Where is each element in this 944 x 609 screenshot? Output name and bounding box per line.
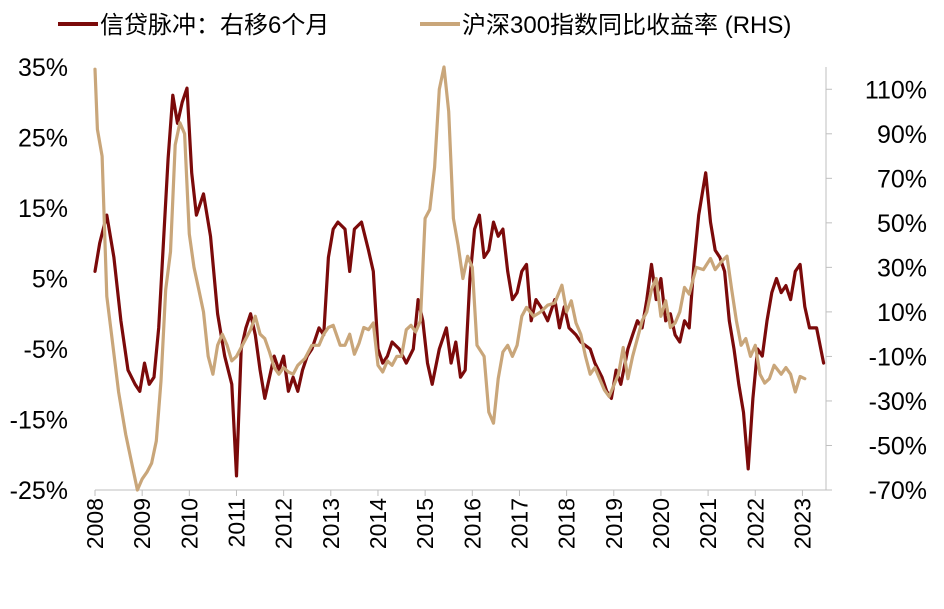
right-tick-label: 50% — [877, 210, 927, 238]
x-tick-label: 2021 — [695, 498, 721, 549]
x-tick-label: 2008 — [82, 498, 108, 549]
right-tick-label: -50% — [869, 432, 927, 460]
right-tick-label: 70% — [877, 165, 927, 193]
left-tick-label: -15% — [10, 407, 68, 435]
left-tick-label: 15% — [18, 195, 68, 223]
right-tick-label: 30% — [877, 254, 927, 282]
right-tick-label: -10% — [869, 343, 927, 371]
x-tick-label: 2014 — [365, 498, 391, 549]
right-tick-label: -70% — [869, 477, 927, 505]
legend-label-csi300-yoy: 沪深300指数同比收益率 (RHS) — [462, 12, 791, 39]
right-tick-label: 10% — [877, 299, 927, 327]
x-tick-label: 2013 — [318, 498, 344, 549]
left-tick-label: 5% — [32, 266, 68, 294]
x-axis-ticks: 2008 2009 2010 2011 2012 2013 2014 2015 2016 2017… — [82, 490, 815, 549]
x-tick-label: 2020 — [648, 498, 674, 549]
right-tick-label: 110% — [865, 76, 927, 104]
x-tick-label: 2009 — [129, 498, 155, 549]
legend-label-credit-impulse: 信贷脉冲：右移6个月 — [100, 12, 329, 39]
right-tick-label: -30% — [869, 388, 927, 416]
x-tick-label: 2012 — [271, 498, 297, 549]
x-tick-label: 2022 — [742, 498, 768, 549]
right-axis-ticks: 110% 90% 70% 50% 30% 10% -10% -30% -50% -70% — [825, 67, 927, 505]
x-tick-label: 2019 — [601, 498, 627, 549]
series-line-credit-impulse — [93, 86, 826, 478]
legend: 信贷脉冲：右移6个月 沪深300指数同比收益率 (RHS) — [58, 12, 791, 39]
x-tick-label: 2011 — [223, 498, 249, 547]
x-tick-label: 2010 — [176, 498, 202, 549]
x-tick-label: 2016 — [459, 498, 485, 549]
left-tick-label: 25% — [18, 125, 68, 153]
x-tick-label: 2018 — [554, 498, 580, 549]
left-tick-label: 35% — [18, 54, 68, 82]
left-axis-ticks: 35% 25% 15% 5% -5% -15% -25% — [10, 54, 68, 505]
series-lines — [93, 65, 826, 492]
right-tick-label: 90% — [877, 121, 927, 149]
left-tick-label: -25% — [10, 477, 68, 505]
x-tick-label: 2023 — [789, 498, 815, 549]
x-tick-label: 2015 — [412, 498, 438, 549]
series-line-csi300-yoy — [93, 65, 807, 492]
x-tick-label: 2017 — [506, 498, 532, 549]
left-tick-label: -5% — [24, 336, 68, 364]
